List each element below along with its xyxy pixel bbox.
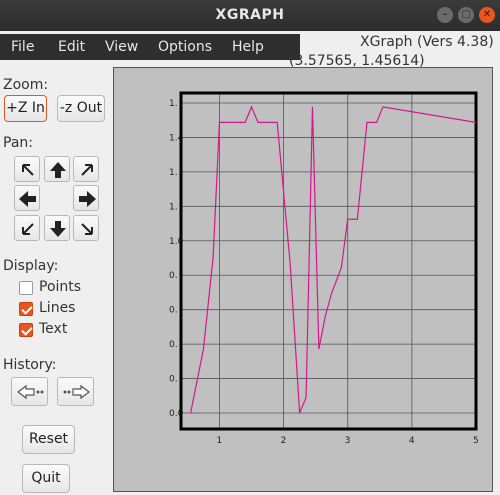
y-tick-label: 0. bbox=[169, 306, 178, 316]
y-tick-label: 1.4 bbox=[169, 133, 184, 143]
y-tick-label: 1.0 bbox=[169, 237, 184, 247]
menu-help[interactable]: Help bbox=[232, 39, 264, 55]
pan-down-button[interactable] bbox=[44, 215, 70, 241]
history-forward-icon bbox=[63, 384, 90, 400]
close-icon: ✕ bbox=[482, 9, 492, 20]
y-tick-label: 0. bbox=[169, 271, 178, 281]
window-title: XGRAPH bbox=[215, 7, 285, 23]
y-tick-label: 1. bbox=[169, 168, 178, 178]
plot-border bbox=[179, 91, 478, 431]
history-back-icon bbox=[17, 384, 44, 400]
minimize-icon: – bbox=[442, 9, 448, 20]
y-tick-label: 1. bbox=[169, 202, 178, 212]
close-button[interactable]: ✕ bbox=[479, 7, 495, 23]
menu-edit[interactable]: Edit bbox=[58, 39, 86, 55]
arrow-up-right-icon bbox=[81, 164, 93, 176]
pan-up-right-button[interactable] bbox=[73, 156, 99, 182]
coordinate-readout: (3.57565, 1.45614) bbox=[289, 53, 425, 69]
pan-right-button[interactable] bbox=[73, 185, 99, 211]
maximize-button[interactable]: □ bbox=[458, 7, 474, 23]
plot-area[interactable]: 0.0 0. 0. 0. 0. 1.0 1. 1. 1.4 1. 1 2 3 4 5 bbox=[113, 67, 493, 492]
zoom-label: Zoom: bbox=[3, 77, 49, 93]
y-tick-label: 0. bbox=[169, 340, 178, 350]
menu-options[interactable]: Options bbox=[158, 39, 213, 55]
pan-up-left-button[interactable] bbox=[14, 156, 40, 182]
points-label: Points bbox=[39, 279, 82, 295]
history-forward-button[interactable] bbox=[57, 377, 94, 406]
quit-button[interactable]: Quit bbox=[22, 464, 70, 493]
x-tick-label: 2 bbox=[281, 436, 287, 446]
pan-label: Pan: bbox=[3, 135, 33, 151]
arrow-up-left-icon bbox=[22, 164, 34, 176]
y-tick-label: 0.0 bbox=[169, 409, 184, 419]
title-bar: XGRAPH – □ ✕ bbox=[0, 0, 500, 31]
y-tick-label: 1. bbox=[169, 99, 178, 109]
arrow-up-icon bbox=[50, 162, 66, 178]
text-checkbox[interactable] bbox=[19, 323, 33, 337]
pan-down-left-button[interactable] bbox=[14, 215, 40, 241]
x-tick-label: 1 bbox=[216, 436, 222, 446]
pan-left-button[interactable] bbox=[14, 185, 40, 211]
lines-label: Lines bbox=[39, 300, 76, 316]
pan-down-right-button[interactable] bbox=[73, 215, 99, 241]
arrow-left-icon bbox=[19, 191, 36, 207]
zoom-out-button[interactable]: -z Out bbox=[57, 95, 105, 122]
history-back-button[interactable] bbox=[11, 377, 48, 406]
x-tick-label: 5 bbox=[473, 436, 479, 446]
maximize-icon: □ bbox=[461, 9, 471, 20]
points-checkbox[interactable] bbox=[19, 281, 33, 295]
version-label: XGraph (Vers 4.38) bbox=[360, 34, 494, 50]
menu-view[interactable]: View bbox=[105, 39, 139, 55]
arrow-down-left-icon bbox=[22, 223, 34, 235]
pan-up-button[interactable] bbox=[44, 156, 70, 182]
series-line bbox=[190, 105, 477, 414]
minimize-button[interactable]: – bbox=[437, 7, 453, 23]
menu-bar: File Edit View Options Help bbox=[0, 34, 300, 60]
menu-file[interactable]: File bbox=[11, 39, 35, 55]
x-tick-label: 4 bbox=[409, 436, 415, 446]
x-tick-label: 3 bbox=[345, 436, 351, 446]
display-label: Display: bbox=[3, 258, 59, 274]
lines-checkbox[interactable] bbox=[19, 302, 33, 316]
arrow-down-right-icon bbox=[81, 223, 93, 235]
arrow-down-icon bbox=[50, 221, 66, 237]
y-tick-label: 0. bbox=[169, 375, 178, 385]
text-label: Text bbox=[39, 321, 68, 337]
reset-button[interactable]: Reset bbox=[22, 425, 75, 454]
plot-canvas[interactable]: 0.0 0. 0. 0. 0. 1.0 1. 1. 1.4 1. 1 2 3 4 5 bbox=[114, 68, 492, 491]
history-label: History: bbox=[3, 357, 57, 373]
zoom-in-button[interactable]: +Z In bbox=[4, 95, 47, 122]
arrow-right-icon bbox=[79, 191, 96, 207]
